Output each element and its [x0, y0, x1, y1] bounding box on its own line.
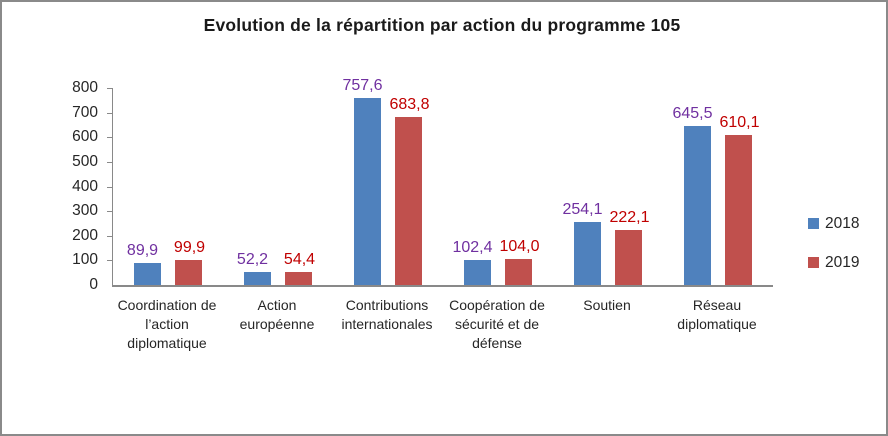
data-label-2019-2: 683,8	[389, 95, 430, 113]
bar-2018-2	[354, 98, 381, 285]
data-label-2018-3: 102,4	[452, 238, 493, 256]
y-tick-label: 100	[72, 251, 98, 269]
bar-2019-5	[725, 134, 752, 285]
legend-label: 2018	[825, 215, 860, 232]
y-tick-label: 300	[72, 202, 98, 220]
bar-2018-3	[464, 259, 491, 285]
y-tick-label: 700	[72, 103, 98, 121]
y-tick-mark	[107, 260, 112, 262]
bar-2018-1	[244, 272, 271, 285]
data-label-2018-1: 52,2	[236, 251, 269, 269]
y-axis-labels: 0 100 200 300 400 500 600 700 800	[40, 79, 98, 293]
data-label-2019-3: 104,0	[499, 238, 540, 256]
bar-2018-0	[134, 262, 161, 285]
bar-2019-0	[175, 260, 202, 285]
data-label-2019-4: 222,1	[609, 209, 650, 227]
y-tick-label: 200	[72, 226, 98, 244]
legend-item-2018: 2018	[808, 214, 859, 233]
y-tick-label: 0	[89, 276, 98, 293]
data-label-2018-5: 645,5	[672, 105, 713, 123]
plot-area: 89,9 52,2 757,6 102,4 254,1 645,5 99,9 54,4 683,…	[107, 77, 773, 287]
y-tick-mark	[107, 161, 112, 163]
y-tick-label: 400	[72, 177, 98, 195]
bar-2018-5	[684, 126, 711, 285]
y-tick-mark	[107, 186, 112, 188]
category-label: Action européenne	[239, 297, 315, 332]
y-tick-label: 600	[72, 128, 98, 146]
bar-2019-3	[505, 259, 532, 285]
y-tick-mark	[107, 211, 112, 213]
category-label: Réseau diplomatique	[677, 297, 757, 332]
legend-label: 2019	[825, 254, 860, 271]
data-label-2019-0: 99,9	[173, 239, 206, 257]
bar-2018-4	[574, 222, 601, 285]
y-tick-mark	[107, 112, 112, 114]
bar-2019-1	[285, 271, 312, 285]
data-label-2018-2: 757,6	[342, 77, 383, 95]
category-label: Soutien	[583, 297, 631, 313]
y-tick-mark	[107, 235, 112, 237]
data-label-2018-4: 254,1	[562, 201, 603, 219]
legend-item-2019: 2019	[808, 253, 859, 272]
y-tick-label: 500	[72, 152, 98, 170]
data-label-2019-1: 54,4	[283, 250, 316, 268]
category-label: Coordination de l’action diplomatique	[117, 297, 217, 351]
data-label-2019-5: 610,1	[719, 113, 760, 131]
category-label: Contributions internationales	[341, 297, 433, 332]
category-label: Coopération de sécurité et de défense	[449, 297, 545, 351]
data-label-2018-0: 89,9	[126, 241, 159, 259]
bar-2019-2	[395, 116, 422, 285]
legend-swatch-icon	[808, 218, 819, 229]
y-tick-mark	[107, 137, 112, 139]
y-tick-mark	[107, 88, 112, 89]
bar-2019-4	[615, 230, 642, 285]
legend-swatch-icon	[808, 257, 819, 268]
legend: 2018 2019	[808, 214, 859, 292]
y-tick-label: 800	[72, 79, 98, 96]
chart-title: Evolution de la répartition par action d…	[203, 15, 681, 35]
